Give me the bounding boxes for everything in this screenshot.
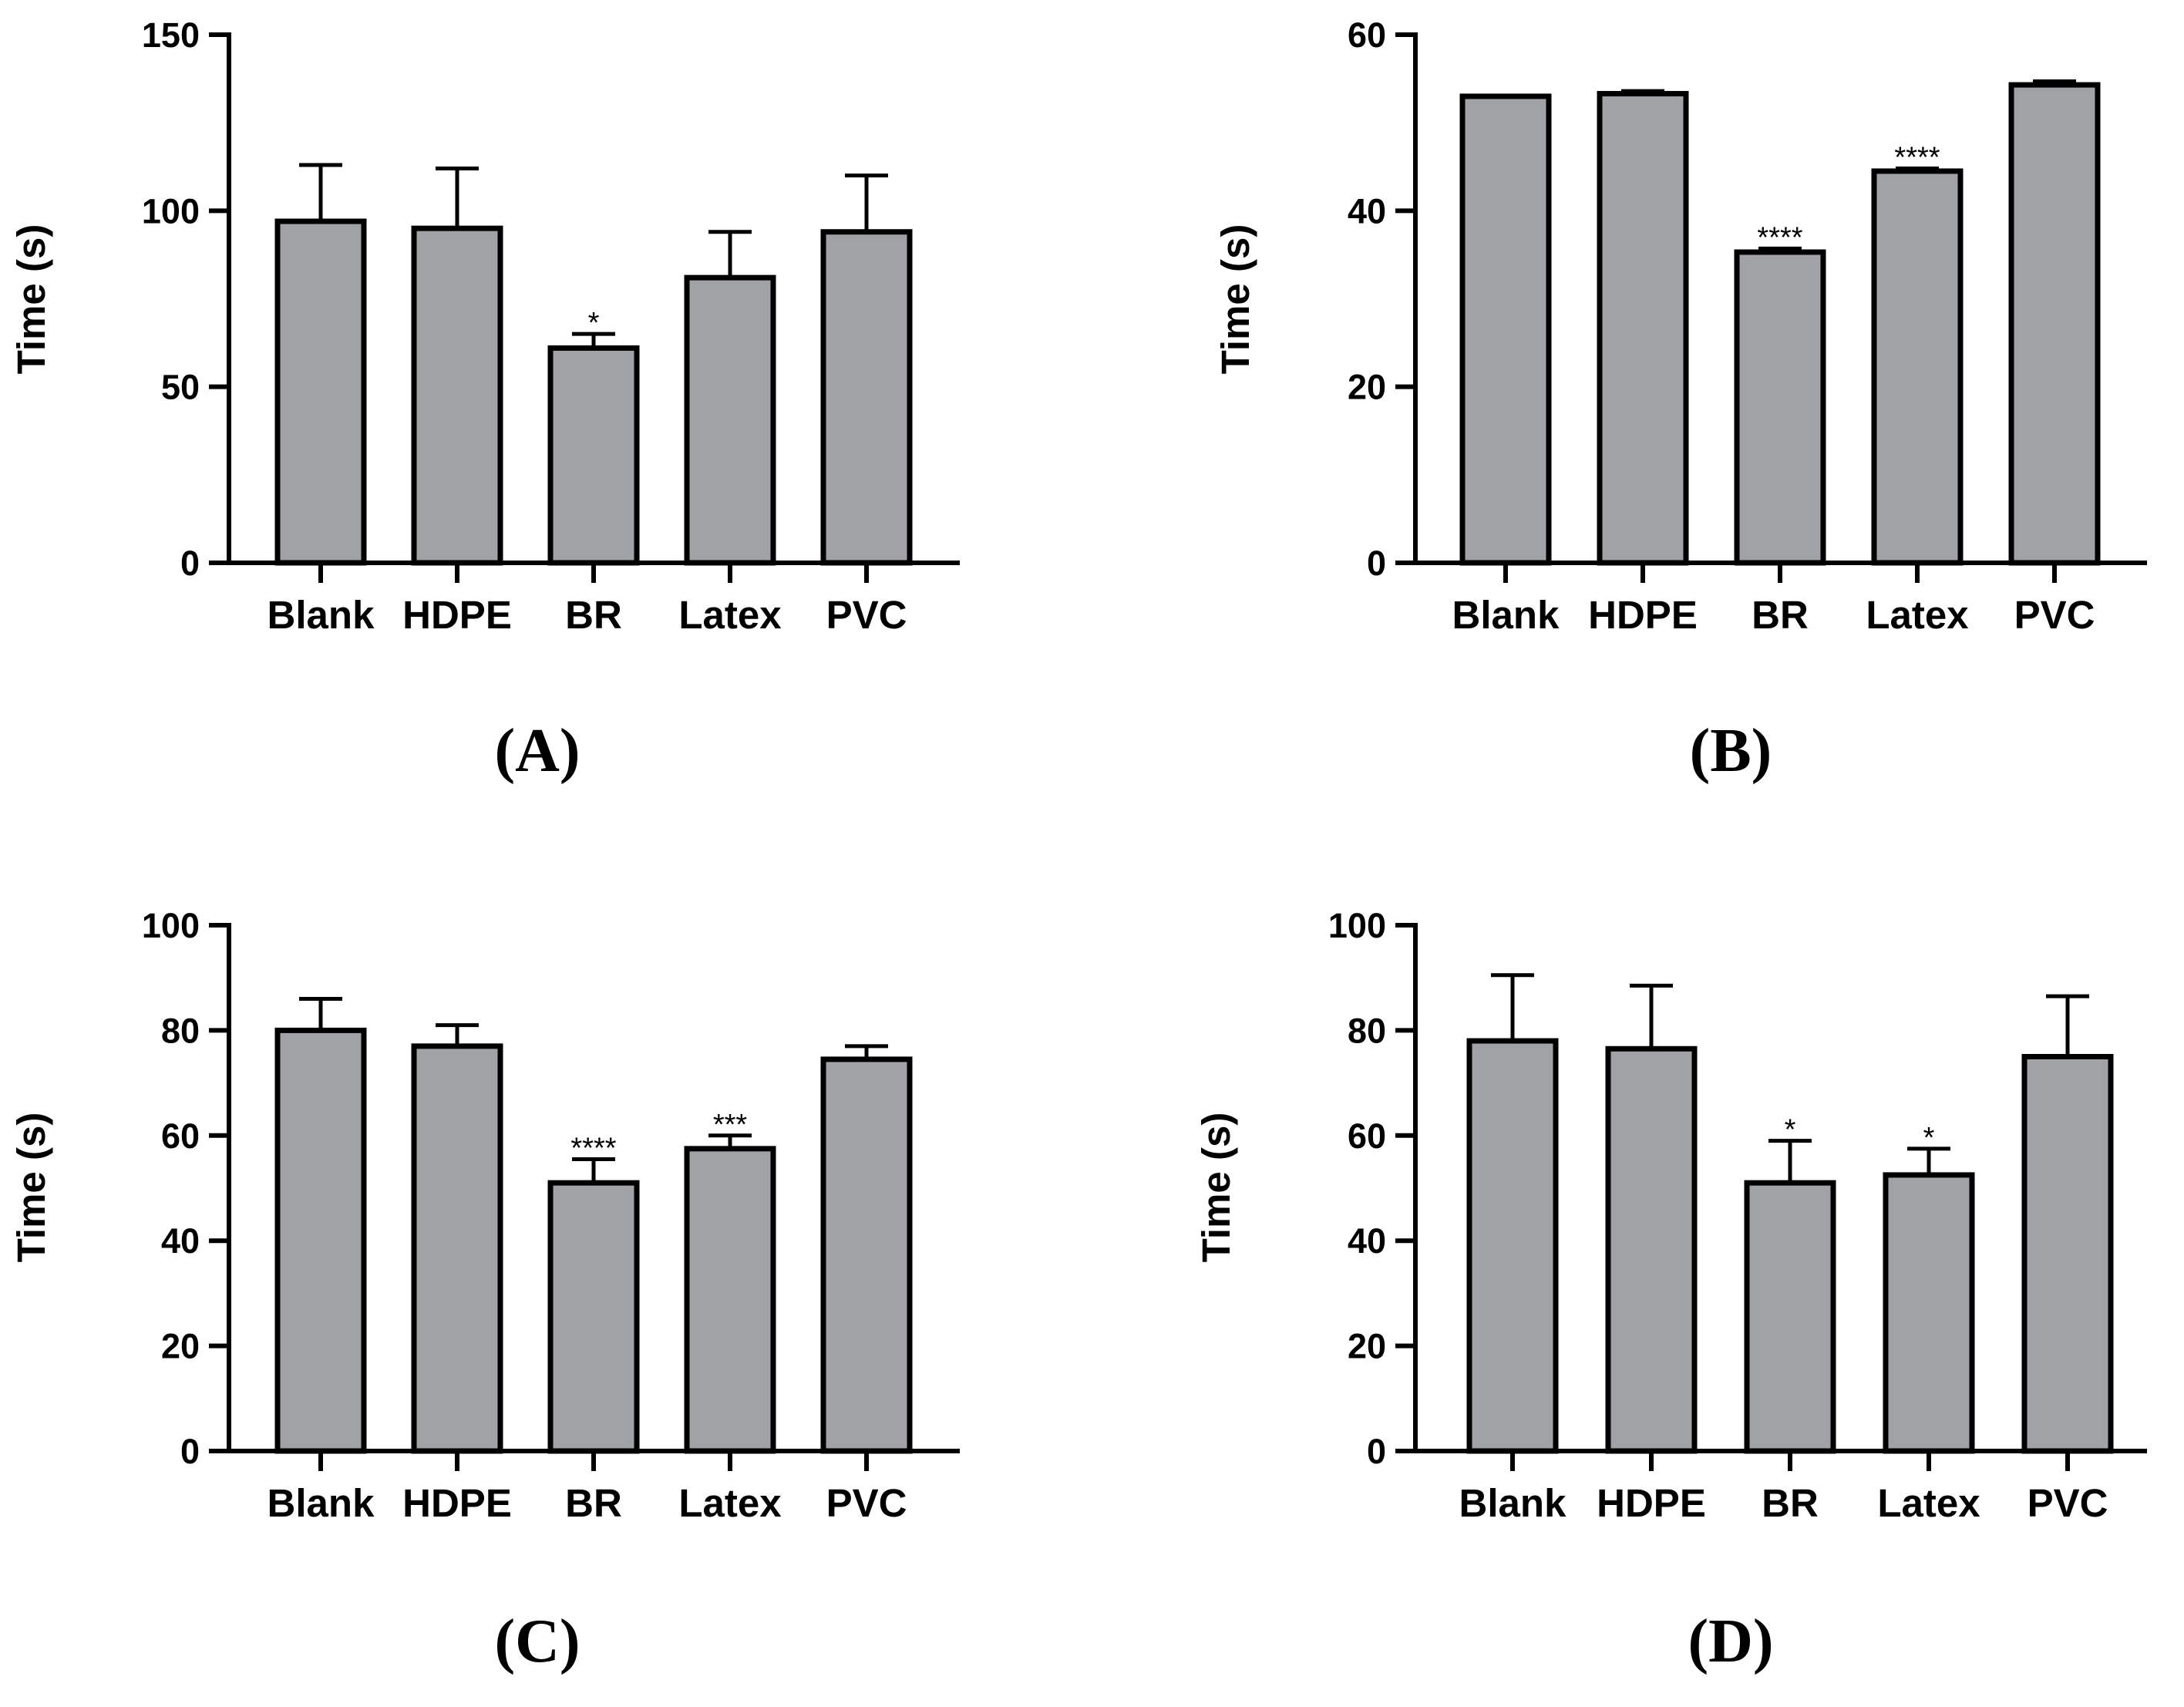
y-tick-label: 0 [1367, 1432, 1386, 1471]
y-tick-label: 60 [161, 1116, 200, 1156]
y-tick-label: 0 [180, 1432, 200, 1471]
x-category-label: PVC [826, 593, 907, 637]
y-tick-label: 0 [1367, 544, 1386, 583]
bar-br [1744, 1180, 1836, 1454]
y-tick-label: 40 [1348, 1221, 1386, 1261]
y-tick-label: 40 [1348, 191, 1386, 231]
bar-blank [274, 218, 367, 566]
significance-marker: *** [713, 1109, 748, 1141]
x-category-label: Blank [268, 593, 375, 637]
x-category-label: Blank [1459, 1481, 1567, 1525]
bar-blank [274, 1027, 367, 1454]
y-axis-title: Time (s) [1213, 224, 1257, 375]
x-category-label: HDPE [1588, 593, 1698, 637]
x-category-label: HDPE [1597, 1481, 1706, 1525]
panel-d: 0 20 40 60 80 100 Time (s) Blank HDPE BR * Latex * PV… [1194, 906, 2147, 1675]
y-tick-label: 50 [161, 368, 200, 407]
y-axis-title: Time (s) [1194, 1113, 1238, 1263]
y-tick-label: 80 [161, 1011, 200, 1050]
bar-blank [1466, 1038, 1559, 1454]
y-tick-label: 20 [161, 1327, 200, 1366]
x-category-label: PVC [2014, 593, 2095, 637]
y-tick-label: 0 [180, 544, 200, 583]
bar-hdpe [1605, 1045, 1698, 1454]
y-tick-label: 60 [1348, 1116, 1386, 1156]
y-tick-label: 150 [142, 15, 200, 55]
x-category-label: Latex [1866, 593, 1968, 637]
x-category-label: Blank [1452, 593, 1560, 637]
x-category-label: PVC [2028, 1481, 2108, 1525]
y-tick-label: 40 [161, 1221, 200, 1261]
panel-label: (A) [494, 717, 580, 785]
panel-label: (D) [1688, 1608, 1773, 1675]
y-tick-label: 100 [1328, 906, 1386, 945]
x-category-label: PVC [826, 1481, 907, 1525]
panel-label: (B) [1690, 717, 1772, 785]
bar-hdpe [411, 1043, 503, 1454]
x-category-label: HDPE [402, 1481, 512, 1525]
bar-pvc [820, 229, 913, 566]
bar-latex [684, 274, 776, 566]
x-category-label: BR [1752, 593, 1809, 637]
panel-label: (C) [494, 1608, 580, 1675]
panel-c: 0 20 40 60 80 100 Time (s) Blank HDPE BR **** Latex… [9, 906, 960, 1675]
y-tick-label: 60 [1348, 15, 1386, 55]
panel-b: 0 20 40 60 Time (s) Blank HDPE BR **** Latex **** P… [1213, 15, 2147, 785]
x-category-label: BR [565, 593, 622, 637]
bar-pvc [2008, 82, 2101, 566]
significance-marker: * [588, 307, 600, 339]
x-category-label: HDPE [402, 593, 512, 637]
x-category-label: Latex [678, 1481, 781, 1525]
x-category-label: Latex [1877, 1481, 1980, 1525]
y-tick-label: 20 [1348, 1327, 1386, 1366]
significance-marker: * [1785, 1114, 1796, 1146]
bar-hdpe [1597, 90, 1689, 566]
bar-br [547, 1180, 640, 1454]
y-axis-title: Time (s) [9, 1113, 53, 1263]
y-tick-label: 80 [1348, 1011, 1386, 1050]
x-category-label: BR [1762, 1481, 1819, 1525]
bar-br [1734, 249, 1826, 566]
significance-marker: **** [1757, 221, 1802, 254]
bar-latex [684, 1146, 776, 1454]
x-category-label: BR [565, 1481, 622, 1525]
significance-marker: **** [1894, 142, 1940, 174]
y-tick-label: 100 [142, 906, 200, 945]
bar-pvc [2021, 1054, 2114, 1454]
x-category-label: Blank [268, 1481, 375, 1525]
bar-br [547, 345, 640, 566]
bar-hdpe [411, 225, 503, 566]
y-tick-label: 20 [1348, 368, 1386, 407]
bar-pvc [820, 1056, 913, 1454]
significance-marker: * [1923, 1122, 1935, 1154]
bar-latex [1871, 168, 1964, 566]
bar-blank [1459, 93, 1552, 566]
bar-latex [1883, 1172, 1975, 1454]
panel-a: 0 50 100 150 Time (s) Blank HDPE BR * Latex PVC (A) [9, 15, 960, 785]
y-axis-title: Time (s) [9, 224, 53, 375]
y-tick-label: 100 [142, 191, 200, 231]
significance-marker: **** [570, 1132, 616, 1164]
x-category-label: Latex [678, 593, 781, 637]
